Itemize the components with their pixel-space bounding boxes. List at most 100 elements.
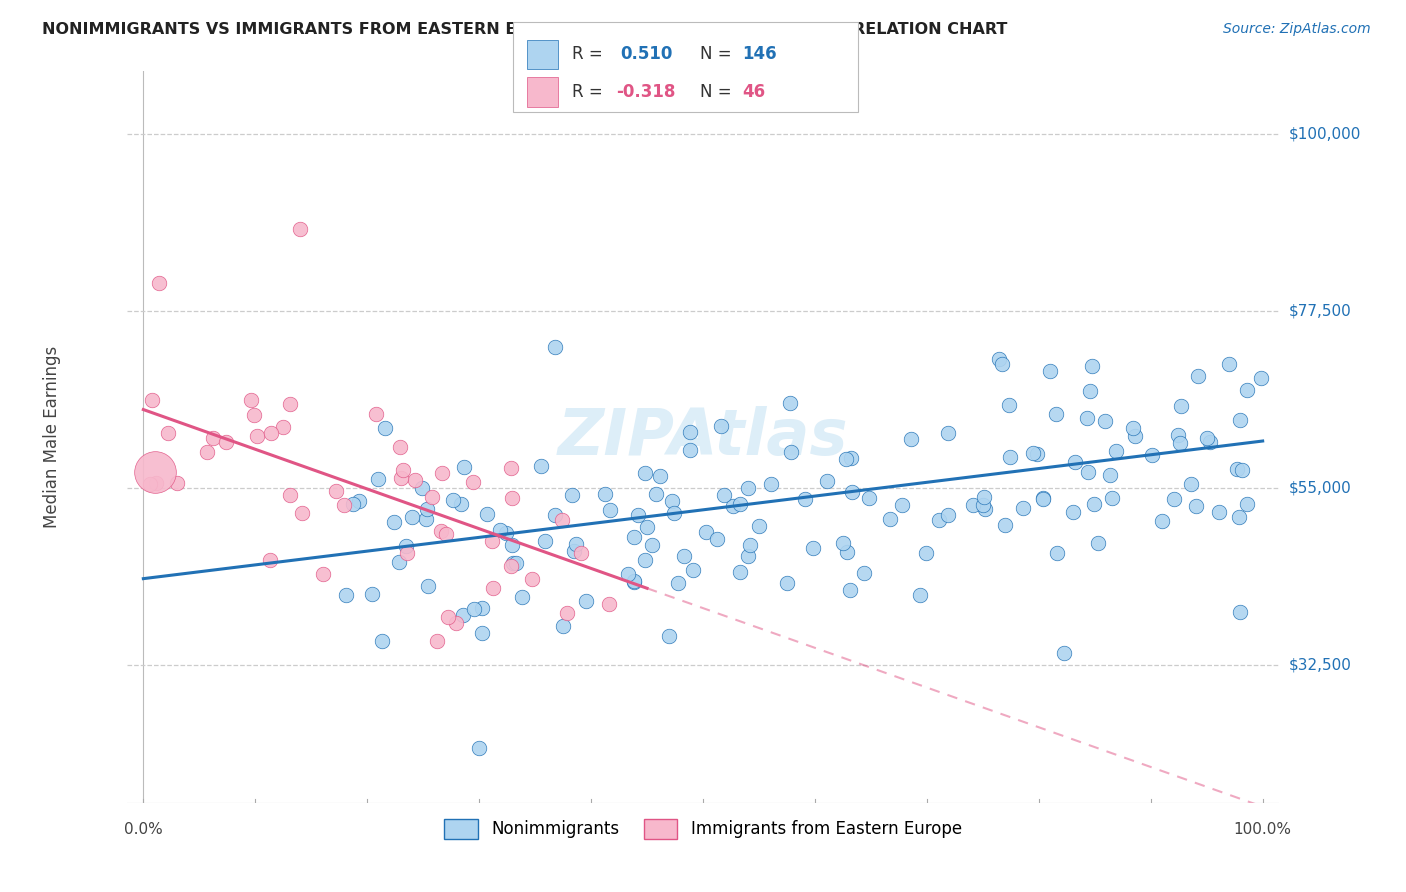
Point: [1197, 431, 1219, 445]
Point: [973, 490, 995, 504]
Point: [1140, 448, 1163, 462]
Point: [728, 566, 751, 580]
Point: [737, 481, 759, 495]
Point: [634, 467, 657, 481]
Point: [143, 466, 166, 480]
Point: [441, 493, 464, 508]
Point: [1218, 357, 1240, 371]
Point: [598, 597, 620, 611]
Point: [1078, 384, 1101, 398]
Text: N =: N =: [700, 83, 737, 101]
Point: [1227, 510, 1250, 524]
Point: [1150, 514, 1173, 528]
Point: [1168, 435, 1191, 450]
Point: [1236, 498, 1258, 512]
Point: [839, 583, 862, 598]
Point: [444, 616, 467, 631]
Point: [280, 488, 302, 502]
Point: [1087, 535, 1109, 549]
Point: [475, 508, 498, 522]
Text: 0.510: 0.510: [620, 45, 672, 63]
Point: [974, 502, 997, 516]
Point: [405, 474, 427, 488]
Point: [1025, 447, 1047, 461]
Point: [1045, 546, 1067, 560]
Point: [389, 471, 412, 485]
Point: [553, 619, 575, 633]
Point: [972, 498, 994, 512]
Point: [561, 488, 583, 502]
Text: R =: R =: [572, 45, 609, 63]
Point: [991, 357, 1014, 371]
Point: [453, 607, 475, 622]
Point: [367, 472, 389, 486]
Point: [1123, 428, 1146, 442]
Point: [145, 475, 167, 490]
Point: [645, 487, 668, 501]
Point: [335, 588, 357, 602]
Point: [430, 524, 453, 538]
Point: [418, 579, 440, 593]
Text: Source: ZipAtlas.com: Source: ZipAtlas.com: [1223, 22, 1371, 37]
Point: [392, 463, 415, 477]
Point: [599, 503, 621, 517]
Point: [623, 575, 645, 590]
Point: [495, 525, 517, 540]
Point: [1039, 363, 1062, 377]
Point: [260, 426, 283, 441]
Point: [801, 541, 824, 555]
Point: [141, 392, 163, 407]
Point: [672, 549, 695, 563]
Point: [835, 544, 858, 558]
Point: [530, 459, 553, 474]
Point: [661, 494, 683, 508]
Point: [987, 351, 1010, 366]
Point: [468, 740, 491, 755]
Point: [662, 506, 685, 520]
Text: $100,000: $100,000: [1288, 127, 1361, 142]
Point: [401, 510, 423, 524]
Point: [550, 513, 572, 527]
Point: [1187, 369, 1209, 384]
Point: [481, 534, 503, 549]
Point: [852, 566, 875, 580]
Point: [271, 420, 294, 434]
Point: [858, 491, 880, 505]
Point: [1229, 413, 1251, 427]
Point: [436, 526, 458, 541]
Point: [415, 501, 437, 516]
Point: [388, 440, 411, 454]
Point: [325, 483, 347, 498]
Point: [1021, 446, 1043, 460]
Legend: Nonimmigrants, Immigrants from Eastern Europe: Nonimmigrants, Immigrants from Eastern E…: [437, 812, 969, 846]
Point: [382, 515, 405, 529]
Point: [1045, 407, 1067, 421]
Point: [544, 508, 567, 522]
Point: [908, 588, 931, 602]
Point: [648, 469, 671, 483]
Point: [501, 460, 523, 475]
Point: [505, 556, 527, 570]
Text: 146: 146: [742, 45, 778, 63]
Text: 46: 46: [742, 83, 765, 101]
Point: [1180, 477, 1202, 491]
Point: [522, 572, 544, 586]
Point: [1236, 383, 1258, 397]
Point: [1083, 497, 1105, 511]
Point: [366, 407, 388, 421]
Text: R =: R =: [572, 83, 609, 101]
Point: [1062, 505, 1084, 519]
Text: 100.0%: 100.0%: [1233, 822, 1292, 838]
Point: [928, 513, 950, 527]
Point: [623, 574, 645, 588]
Point: [666, 576, 689, 591]
Point: [915, 546, 938, 560]
Point: [738, 538, 761, 552]
Point: [1098, 467, 1121, 482]
Point: [936, 425, 959, 440]
Point: [1076, 410, 1098, 425]
Point: [501, 538, 523, 552]
Point: [998, 450, 1021, 464]
Point: [794, 491, 817, 506]
Point: [166, 475, 188, 490]
